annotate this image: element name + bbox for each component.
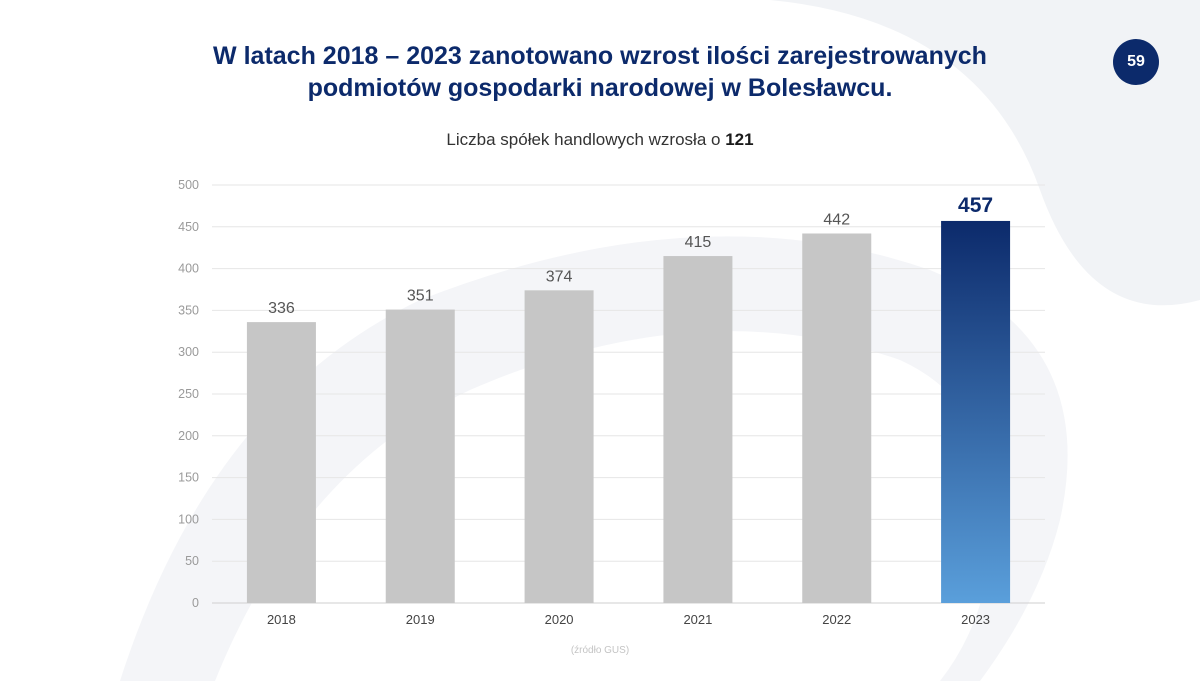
y-tick-label: 400 (178, 262, 199, 276)
y-tick-label: 200 (178, 429, 199, 443)
value-label-2023: 457 (958, 194, 993, 217)
x-tick-label-2022: 2022 (822, 612, 851, 627)
page-number: 59 (1127, 53, 1145, 70)
value-label-2018: 336 (268, 300, 295, 317)
chart-subtitle: Liczba spółek handlowych wzrosła o 121 (300, 130, 900, 150)
x-tick-label-2023: 2023 (961, 612, 990, 627)
value-label-2020: 374 (546, 268, 573, 285)
subtitle-value: 121 (725, 130, 754, 149)
bar-2018 (246, 322, 316, 603)
subtitle-text: Liczba spółek handlowych wzrosła o (446, 130, 726, 149)
slide-title: W latach 2018 – 2023 zanotowano wzrost i… (150, 40, 1050, 104)
value-label-2021: 415 (685, 234, 712, 251)
y-tick-label: 450 (178, 220, 199, 234)
y-tick-label: 250 (178, 387, 199, 401)
bar-2022 (802, 233, 872, 603)
y-tick-label: 350 (178, 303, 199, 317)
y-tick-label: 150 (178, 471, 199, 485)
value-label-2019: 351 (407, 288, 434, 305)
page-number-badge: 59 (1113, 39, 1159, 85)
x-tick-label-2021: 2021 (683, 612, 712, 627)
source-note: (źródło GUS) (570, 645, 630, 656)
value-label-2022: 442 (823, 211, 850, 228)
title-line-2: podmiotów gospodarki narodowej w Bolesła… (307, 74, 893, 102)
bar-2020 (524, 290, 594, 603)
y-tick-label: 0 (192, 596, 199, 610)
bar-2023 (941, 220, 1011, 603)
y-tick-label: 500 (178, 178, 199, 192)
bar-2019 (385, 309, 455, 603)
y-tick-label: 100 (178, 512, 199, 526)
x-tick-label-2019: 2019 (406, 612, 435, 627)
y-tick-label: 300 (178, 345, 199, 359)
x-tick-label-2018: 2018 (267, 612, 296, 627)
x-tick-label-2020: 2020 (545, 612, 574, 627)
bar-2021 (663, 256, 733, 603)
y-tick-label: 50 (185, 554, 199, 568)
title-line-1: W latach 2018 – 2023 zanotowano wzrost i… (213, 42, 987, 70)
